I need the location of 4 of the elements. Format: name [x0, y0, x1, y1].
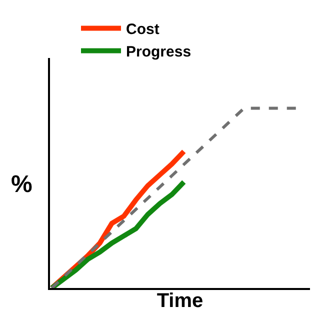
x-axis-title: Time: [156, 290, 204, 312]
legend-label: Cost: [126, 21, 160, 38]
legend-label: Progress: [126, 44, 192, 61]
y-axis-title: %: [11, 171, 32, 198]
